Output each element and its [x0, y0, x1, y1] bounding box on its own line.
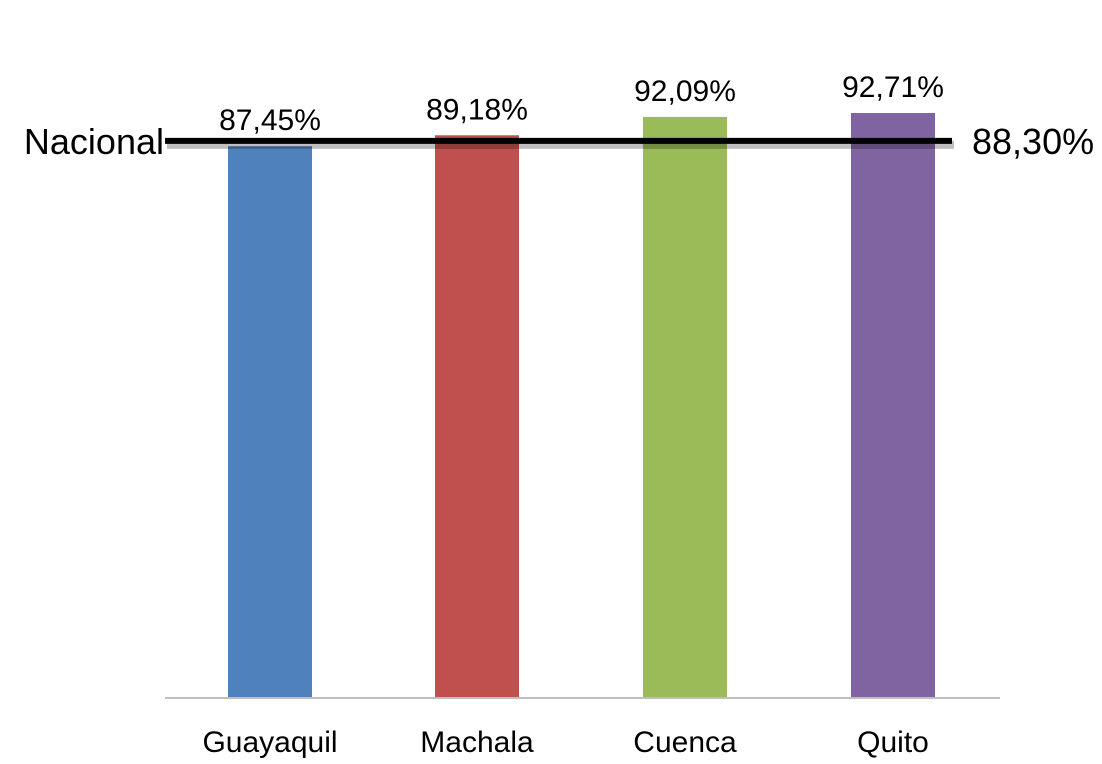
category-label: Quito	[857, 726, 929, 759]
reference-line-value-label: 88,30%	[972, 121, 1094, 162]
category-label: Machala	[420, 726, 534, 759]
bar-quito	[851, 112, 935, 699]
bar-guayaquil	[228, 146, 312, 699]
category-labels: Guayaquil Machala Cuenca Quito	[202, 726, 928, 759]
category-label: Guayaquil	[202, 726, 337, 759]
bar-cuenca	[643, 116, 727, 698]
bars-layer	[228, 112, 935, 699]
bar-value-label: 87,45%	[219, 104, 321, 137]
reference-line-group: Nacional 88,30%	[24, 121, 1094, 162]
reference-line-label: Nacional	[24, 121, 164, 162]
bar-machala	[435, 135, 519, 699]
category-label: Cuenca	[633, 726, 737, 759]
bar-value-label: 92,09%	[634, 75, 736, 108]
bar-value-label: 92,71%	[842, 71, 944, 104]
bar-value-labels: 87,45% 89,18% 92,09% 92,71%	[219, 71, 944, 137]
bar-value-label: 89,18%	[426, 93, 528, 126]
